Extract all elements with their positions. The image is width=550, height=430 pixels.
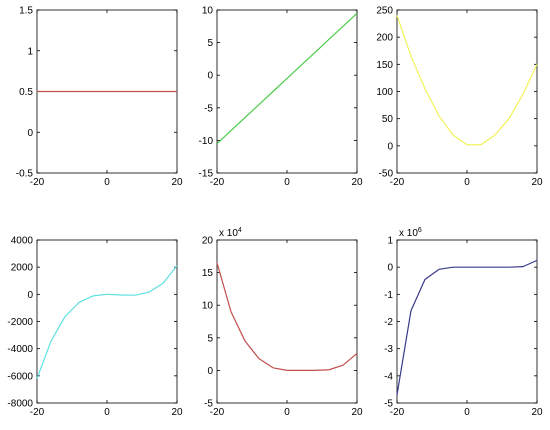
y-tick-label: 10 bbox=[202, 6, 214, 17]
y-tick-label: 0 bbox=[27, 128, 33, 139]
y-tick-label: 250 bbox=[376, 6, 393, 17]
x-tick-label: 20 bbox=[531, 407, 543, 418]
y-tick-label: 1.5 bbox=[19, 6, 33, 17]
axes-box bbox=[396, 239, 538, 404]
axes-box bbox=[36, 239, 178, 404]
y-tick-label: 10 bbox=[202, 301, 214, 312]
x-tick-label: 0 bbox=[104, 177, 110, 188]
y-tick-label: -10 bbox=[199, 136, 214, 147]
y-tick-label: 150 bbox=[376, 60, 393, 71]
y-tick-label: -8000 bbox=[7, 399, 33, 410]
data-line bbox=[396, 259, 538, 395]
y-tick-label: 5 bbox=[207, 333, 213, 344]
data-line bbox=[216, 12, 358, 145]
x-tick-label: 20 bbox=[171, 407, 183, 418]
y-tick-label: -6000 bbox=[7, 371, 33, 382]
y-multiplier: x 104 bbox=[219, 227, 242, 239]
y-tick-label: 4000 bbox=[11, 236, 34, 247]
y-multiplier: x 106 bbox=[399, 227, 422, 239]
y-tick-label: 200 bbox=[376, 33, 393, 44]
y-tick-label: 50 bbox=[382, 114, 394, 125]
x-tick-label: 0 bbox=[284, 177, 290, 188]
y-tick-label: -5 bbox=[204, 103, 213, 114]
y-tick-label: 0.5 bbox=[19, 87, 33, 98]
x-tick-label: 0 bbox=[284, 407, 290, 418]
axes-box bbox=[216, 239, 358, 404]
y-multiplier-base: x 10 bbox=[219, 228, 238, 239]
y-tick-label: -5 bbox=[384, 399, 393, 410]
y-tick-label: -4000 bbox=[7, 344, 33, 355]
x-tick-label: 20 bbox=[171, 177, 183, 188]
y-tick-label: -0.5 bbox=[16, 169, 34, 180]
y-tick-label: 0 bbox=[387, 263, 393, 274]
x-tick-label: 0 bbox=[464, 407, 470, 418]
axes-box bbox=[396, 9, 538, 174]
y-tick-label: 0 bbox=[27, 290, 33, 301]
x-tick-label: -20 bbox=[210, 407, 225, 418]
y-tick-label: 20 bbox=[202, 236, 214, 247]
x-tick-label: 20 bbox=[531, 177, 543, 188]
x-tick-label: 20 bbox=[351, 407, 363, 418]
x-tick-label: 0 bbox=[464, 177, 470, 188]
x-tick-label: 20 bbox=[351, 177, 363, 188]
y-tick-label: -3 bbox=[384, 344, 393, 355]
y-tick-label: 1 bbox=[387, 236, 393, 247]
x-tick-label: -20 bbox=[30, 177, 45, 188]
y-tick-label: 15 bbox=[202, 268, 214, 279]
y-tick-label: -1 bbox=[384, 290, 393, 301]
data-line bbox=[216, 262, 358, 371]
y-tick-label: 0 bbox=[207, 71, 213, 82]
x-tick-label: -20 bbox=[390, 177, 405, 188]
axes-box bbox=[216, 9, 358, 174]
y-multiplier-exp: 6 bbox=[418, 227, 422, 234]
y-tick-label: 100 bbox=[376, 87, 393, 98]
x-tick-label: -20 bbox=[390, 407, 405, 418]
y-tick-label: -5 bbox=[204, 399, 213, 410]
y-tick-label: 1 bbox=[27, 46, 33, 57]
y-tick-label: 0 bbox=[207, 366, 213, 377]
y-tick-label: -2 bbox=[384, 317, 393, 328]
data-line bbox=[36, 265, 178, 379]
x-tick-label: -20 bbox=[30, 407, 45, 418]
y-tick-label: -15 bbox=[199, 169, 214, 180]
x-tick-label: 0 bbox=[104, 407, 110, 418]
y-tick-label: 5 bbox=[207, 38, 213, 49]
y-tick-label: -50 bbox=[379, 169, 394, 180]
y-multiplier-base: x 10 bbox=[399, 228, 418, 239]
y-tick-label: -2000 bbox=[7, 317, 33, 328]
y-tick-label: 0 bbox=[387, 141, 393, 152]
data-line bbox=[396, 15, 538, 146]
y-tick-label: 2000 bbox=[11, 263, 34, 274]
y-tick-label: -4 bbox=[384, 371, 393, 382]
x-tick-label: -20 bbox=[210, 177, 225, 188]
y-multiplier-exp: 4 bbox=[238, 227, 242, 234]
